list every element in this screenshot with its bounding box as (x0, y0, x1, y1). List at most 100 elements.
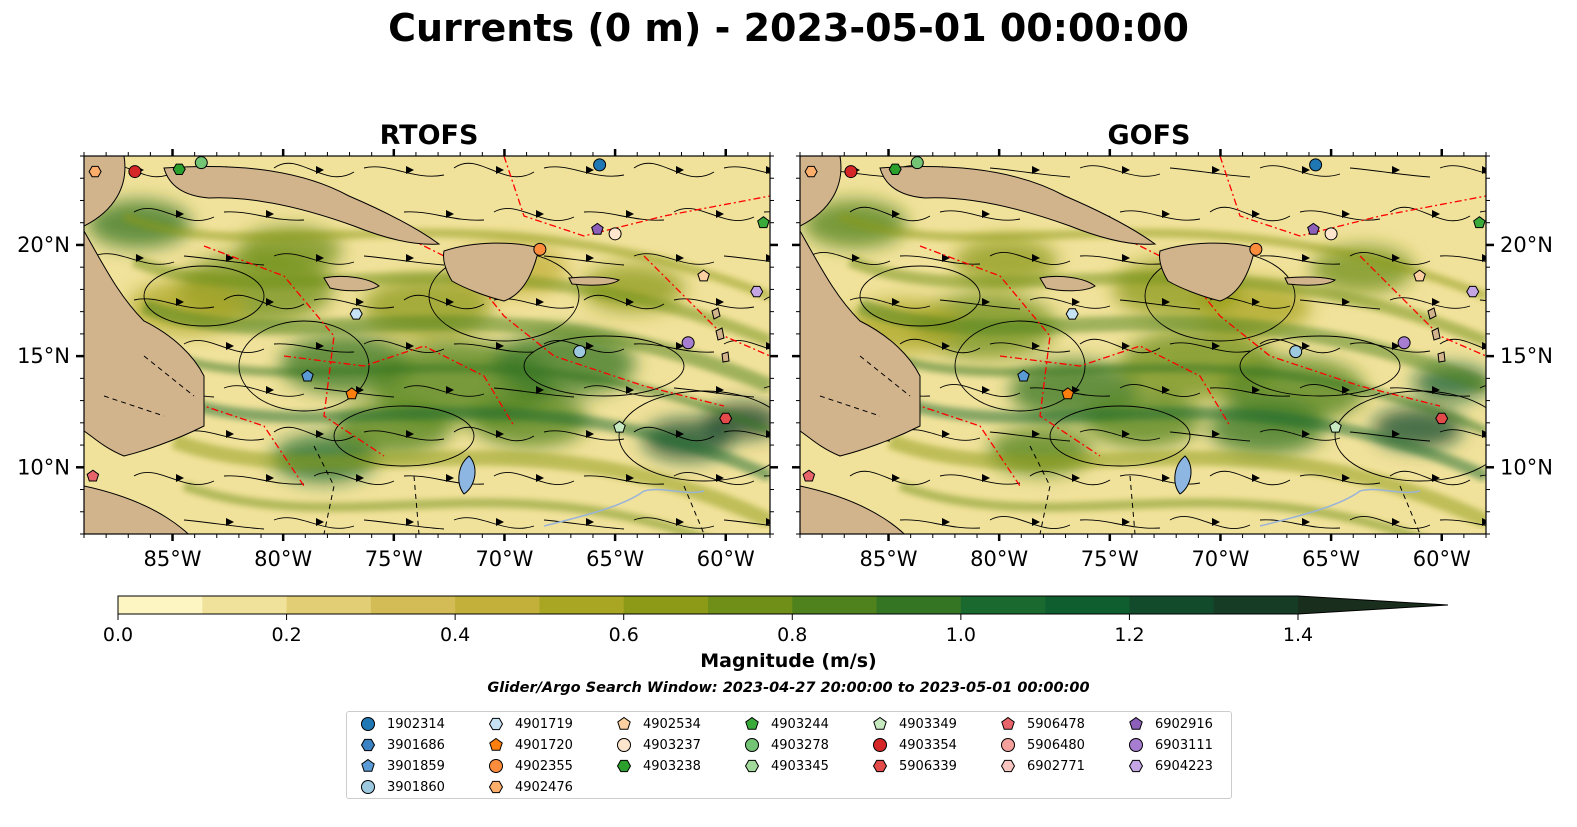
legend-item: 4903354 (871, 735, 957, 755)
legend-marker (1129, 716, 1143, 730)
legend-item: 4901719 (487, 714, 573, 734)
colorbar-segment (960, 596, 1046, 614)
lat-tick-label: 20°N (1500, 233, 1553, 257)
legend-item: 4902534 (615, 714, 701, 734)
float-marker-4902476 (804, 165, 818, 178)
country-borders (819, 355, 1421, 534)
float-marker-4901719 (1065, 308, 1079, 320)
legend-label: 6903111 (1155, 737, 1213, 753)
float-marker-3901860 (1289, 345, 1303, 359)
float-marker-4903349 (1329, 420, 1342, 433)
legend-label: 5906478 (1027, 716, 1085, 732)
colorbar-segment (286, 596, 372, 614)
map-panel-rtofs: 85°W 80°W 75°W 70°W 65°W 60°W 20°N 15°N 10°N (17, 149, 778, 571)
legend-marker (1000, 759, 1016, 773)
float-marker-4902534 (697, 269, 710, 282)
lon-tick-label: 65°W (1302, 547, 1360, 571)
float-marker-4903244 (1473, 216, 1486, 229)
colorbar-segment (370, 596, 456, 614)
legend-item: 3901859 (359, 756, 445, 776)
lon-tick-label: 75°W (1081, 547, 1139, 571)
circle-marker-icon (1129, 738, 1143, 752)
colorbar-segment (118, 596, 203, 614)
colorbar-tick-label: 0.8 (777, 624, 807, 646)
lon-tick-label: 85°W (144, 547, 202, 571)
lat-tick-label: 10°N (17, 455, 70, 479)
legend-label: 4901719 (515, 716, 573, 732)
legend-marker (744, 759, 760, 773)
pentagon-marker-icon (361, 758, 375, 772)
float-marker-1902314 (593, 158, 607, 172)
legend-label: 4903345 (771, 758, 829, 774)
lon-tick-label: 60°W (697, 547, 755, 571)
legend-label: 4903349 (899, 716, 957, 732)
float-marker-6904223 (1466, 285, 1480, 298)
float-marker-5906478 (802, 469, 816, 482)
circle-marker-icon (873, 738, 887, 752)
lon-tick-label: 60°W (1413, 547, 1471, 571)
legend-marker (873, 716, 887, 730)
legend-marker (873, 738, 887, 752)
legend-item: 6902771 (999, 756, 1085, 776)
colorbar-segment (623, 596, 709, 614)
legend-item: 4903244 (743, 714, 829, 734)
circle-marker-icon (617, 738, 631, 752)
float-marker-3901859 (301, 369, 314, 382)
float-marker-6902916 (1307, 222, 1320, 235)
float-marker-5906478 (86, 469, 100, 482)
legend-label: 4903244 (771, 716, 829, 732)
float-marker-4903237 (1324, 227, 1338, 241)
search-window-text: Glider/Argo Search Window: 2023-04-27 20… (487, 680, 1090, 696)
float-marker-4903354 (128, 165, 142, 179)
colorbar-tick-label: 0.2 (271, 624, 301, 646)
lat-tick-label: 20°N (17, 233, 70, 257)
legend-marker (745, 716, 759, 730)
hexagon-marker-icon (360, 738, 376, 752)
float-marker-5906339 (719, 412, 733, 425)
legend-marker (360, 738, 376, 752)
panel-title-gofs: GOFS (1107, 120, 1191, 151)
legend-marker (616, 759, 632, 773)
colorbar-segment (455, 596, 540, 614)
lon-tick-label: 65°W (586, 547, 644, 571)
streamlines (809, 165, 1486, 529)
legend-label: 3901860 (387, 779, 445, 795)
lon-tick-label: 70°W (475, 547, 533, 571)
float-marker-4901720 (345, 387, 359, 400)
colorbar-tick-label: 1.2 (1114, 624, 1144, 646)
colorbar-tick-label: 1.0 (946, 624, 976, 646)
legend-item: 4903278 (743, 735, 829, 755)
legend-item: 6903111 (1127, 735, 1213, 755)
hexagon-marker-icon (488, 780, 504, 794)
legend-marker (361, 758, 375, 772)
country-borders (103, 355, 705, 534)
float-marker-4903237 (608, 227, 622, 241)
colorbar-segment (792, 596, 878, 614)
float-marker-4901720 (1061, 387, 1075, 400)
legend-item: 4902476 (487, 777, 573, 797)
legend-item: 3901686 (359, 735, 445, 755)
legend-marker (1001, 716, 1015, 730)
lake-maracaibo (1174, 455, 1192, 495)
colorbar-extend-arrow (1298, 596, 1448, 614)
lon-tick-label: 80°W (970, 547, 1028, 571)
legend-item: 3901860 (359, 777, 445, 797)
legend-label: 4902534 (643, 716, 701, 732)
float-marker-3901860 (573, 345, 587, 359)
legend-marker (489, 737, 503, 751)
legend-marker (361, 780, 375, 794)
lon-tick-label: 75°W (365, 547, 423, 571)
legend-marker (361, 717, 375, 731)
colorbar-segment (1129, 596, 1215, 614)
lat-tick-label: 15°N (1500, 344, 1553, 368)
float-marker-4903354 (844, 165, 858, 179)
legend-label: 4903238 (643, 758, 701, 774)
float-marker-6903111 (681, 336, 695, 350)
pentagon-marker-icon (1001, 716, 1015, 730)
float-marker-4902534 (1413, 269, 1426, 282)
float-marker-4903278 (194, 156, 208, 170)
hexagon-marker-icon (616, 759, 632, 773)
legend-label: 1902314 (387, 716, 445, 732)
legend-label: 5906480 (1027, 737, 1085, 753)
